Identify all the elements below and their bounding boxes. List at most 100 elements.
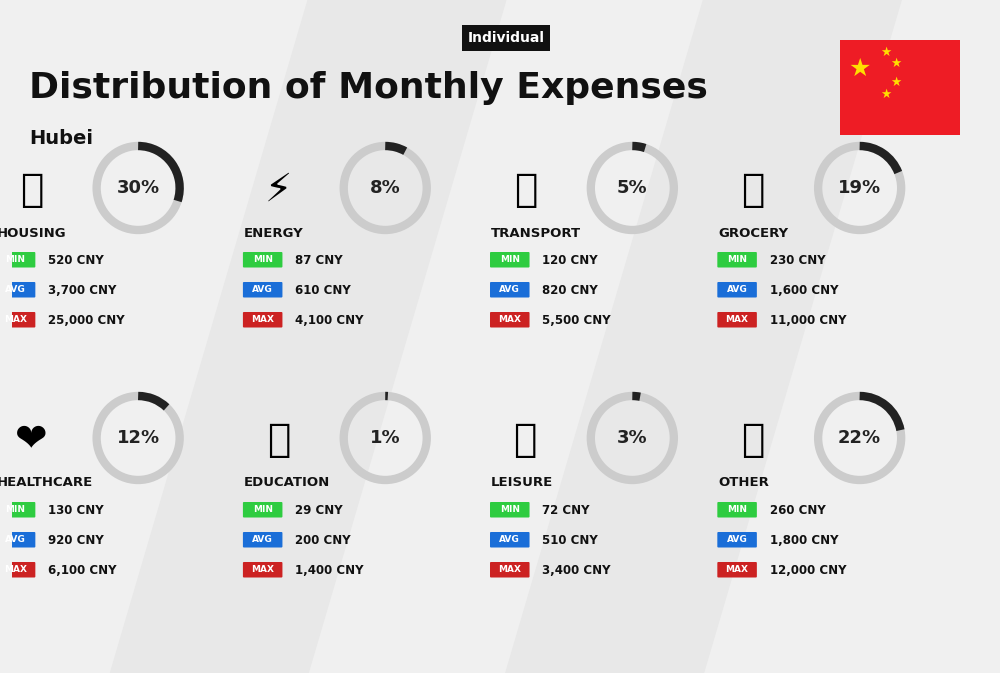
Text: 820 CNY: 820 CNY xyxy=(542,283,598,297)
Text: ENERGY: ENERGY xyxy=(244,227,304,240)
Text: MIN: MIN xyxy=(727,256,747,264)
Text: 19%: 19% xyxy=(838,179,881,197)
FancyBboxPatch shape xyxy=(243,312,282,328)
Polygon shape xyxy=(506,0,901,673)
FancyBboxPatch shape xyxy=(717,532,757,548)
Text: MAX: MAX xyxy=(4,316,27,324)
Text: 30%: 30% xyxy=(117,179,160,197)
Text: 3,700 CNY: 3,700 CNY xyxy=(48,283,117,297)
FancyBboxPatch shape xyxy=(243,562,282,577)
Text: AVG: AVG xyxy=(5,285,26,295)
Text: MIN: MIN xyxy=(500,505,520,514)
FancyBboxPatch shape xyxy=(717,562,757,577)
Text: ❤️: ❤️ xyxy=(15,421,48,459)
Text: 8%: 8% xyxy=(370,179,401,197)
Text: 💰: 💰 xyxy=(741,421,765,459)
Text: OTHER: OTHER xyxy=(718,476,769,489)
Text: 87 CNY: 87 CNY xyxy=(295,254,343,267)
Text: 3%: 3% xyxy=(617,429,648,447)
Text: AVG: AVG xyxy=(727,536,747,544)
Text: 230 CNY: 230 CNY xyxy=(770,254,825,267)
Text: 🛍️: 🛍️ xyxy=(514,421,537,459)
Text: 1,800 CNY: 1,800 CNY xyxy=(770,534,838,546)
FancyBboxPatch shape xyxy=(243,532,282,548)
Text: 260 CNY: 260 CNY xyxy=(770,503,825,516)
Text: 22%: 22% xyxy=(838,429,881,447)
Text: MIN: MIN xyxy=(253,256,273,264)
Text: AVG: AVG xyxy=(5,536,26,544)
Text: 6,100 CNY: 6,100 CNY xyxy=(48,563,117,577)
Text: HOUSING: HOUSING xyxy=(0,227,66,240)
Text: MAX: MAX xyxy=(4,565,27,575)
Text: MIN: MIN xyxy=(500,256,520,264)
FancyBboxPatch shape xyxy=(0,532,35,548)
Text: 5%: 5% xyxy=(617,179,648,197)
Text: 🎓: 🎓 xyxy=(267,421,290,459)
Text: LEISURE: LEISURE xyxy=(491,476,553,489)
FancyBboxPatch shape xyxy=(490,532,530,548)
Text: AVG: AVG xyxy=(727,285,747,295)
Text: AVG: AVG xyxy=(499,285,520,295)
Text: ★: ★ xyxy=(849,57,871,81)
FancyBboxPatch shape xyxy=(0,562,35,577)
FancyBboxPatch shape xyxy=(0,282,35,297)
Text: AVG: AVG xyxy=(252,536,273,544)
Text: 🚌: 🚌 xyxy=(514,171,537,209)
FancyBboxPatch shape xyxy=(490,282,530,297)
Text: 12%: 12% xyxy=(117,429,160,447)
Text: 4,100 CNY: 4,100 CNY xyxy=(295,314,364,326)
Text: MAX: MAX xyxy=(726,565,749,575)
Text: MAX: MAX xyxy=(726,316,749,324)
Text: 29 CNY: 29 CNY xyxy=(295,503,343,516)
Text: 3,400 CNY: 3,400 CNY xyxy=(542,563,611,577)
Text: ★: ★ xyxy=(890,76,902,90)
Text: MAX: MAX xyxy=(498,316,521,324)
Text: 5,500 CNY: 5,500 CNY xyxy=(542,314,611,326)
Text: HEALTHCARE: HEALTHCARE xyxy=(0,476,93,489)
Text: ★: ★ xyxy=(890,57,902,71)
Text: ⚡: ⚡ xyxy=(265,171,292,209)
Text: MAX: MAX xyxy=(498,565,521,575)
Text: 12,000 CNY: 12,000 CNY xyxy=(770,563,846,577)
Text: 120 CNY: 120 CNY xyxy=(542,254,598,267)
Text: 🏢: 🏢 xyxy=(20,171,43,209)
Text: MIN: MIN xyxy=(253,505,273,514)
Text: 11,000 CNY: 11,000 CNY xyxy=(770,314,846,326)
FancyBboxPatch shape xyxy=(0,252,35,267)
Text: ★: ★ xyxy=(880,46,892,59)
FancyBboxPatch shape xyxy=(243,252,282,267)
Text: Individual: Individual xyxy=(467,31,544,45)
Text: 25,000 CNY: 25,000 CNY xyxy=(48,314,125,326)
Text: AVG: AVG xyxy=(499,536,520,544)
FancyBboxPatch shape xyxy=(490,562,530,577)
FancyBboxPatch shape xyxy=(243,282,282,297)
Text: Distribution of Monthly Expenses: Distribution of Monthly Expenses xyxy=(29,71,708,105)
Text: MIN: MIN xyxy=(727,505,747,514)
Text: TRANSPORT: TRANSPORT xyxy=(491,227,581,240)
Text: 200 CNY: 200 CNY xyxy=(295,534,351,546)
Polygon shape xyxy=(110,0,506,673)
Text: MIN: MIN xyxy=(6,505,26,514)
FancyBboxPatch shape xyxy=(717,252,757,267)
Text: GROCERY: GROCERY xyxy=(718,227,788,240)
Text: 520 CNY: 520 CNY xyxy=(48,254,104,267)
FancyBboxPatch shape xyxy=(490,252,530,267)
Text: 920 CNY: 920 CNY xyxy=(48,534,104,546)
FancyBboxPatch shape xyxy=(490,502,530,518)
FancyBboxPatch shape xyxy=(840,40,960,135)
FancyBboxPatch shape xyxy=(717,312,757,328)
Text: MIN: MIN xyxy=(6,256,26,264)
Text: 1,600 CNY: 1,600 CNY xyxy=(770,283,838,297)
Text: 610 CNY: 610 CNY xyxy=(295,283,351,297)
FancyBboxPatch shape xyxy=(243,502,282,518)
FancyBboxPatch shape xyxy=(717,502,757,518)
Text: 130 CNY: 130 CNY xyxy=(48,503,104,516)
Text: MAX: MAX xyxy=(251,316,274,324)
Text: 72 CNY: 72 CNY xyxy=(542,503,590,516)
FancyBboxPatch shape xyxy=(490,312,530,328)
Text: Hubei: Hubei xyxy=(29,129,93,147)
Text: EDUCATION: EDUCATION xyxy=(244,476,330,489)
Text: 1%: 1% xyxy=(370,429,401,447)
Text: 510 CNY: 510 CNY xyxy=(542,534,598,546)
Text: ★: ★ xyxy=(880,88,892,101)
